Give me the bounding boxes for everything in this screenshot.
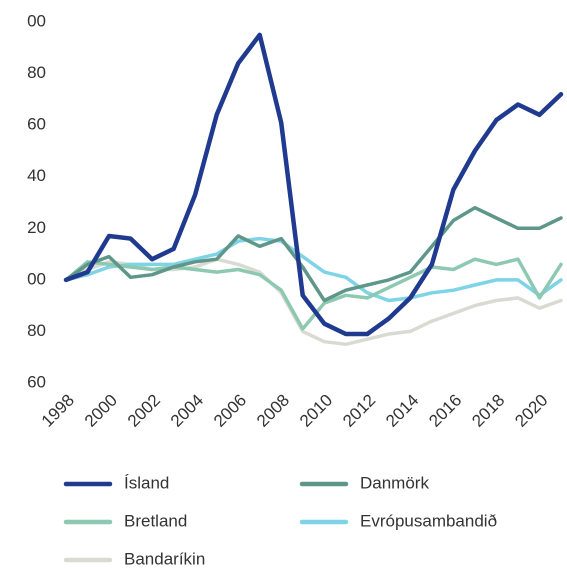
y-tick-label: 20 — [27, 218, 46, 237]
series-line — [64, 257, 563, 331]
x-tick-label: 2020 — [511, 391, 551, 431]
y-tick-label: 00 — [27, 11, 46, 30]
x-tick-label: 2004 — [167, 391, 207, 431]
series-line — [64, 257, 563, 347]
series-line — [63, 32, 564, 337]
legend-label: Bandaríkin — [124, 549, 205, 568]
series-line — [64, 205, 563, 303]
x-tick-label: 2016 — [425, 391, 465, 431]
x-tick-label: 2014 — [382, 391, 422, 431]
x-tick-label: 2002 — [124, 391, 164, 431]
legend-label: Bretland — [124, 511, 187, 530]
x-tick-label: 2018 — [468, 391, 508, 431]
y-tick-label: 80 — [27, 321, 46, 340]
y-tick-label: 80 — [27, 63, 46, 82]
y-tick-label: 60 — [27, 372, 46, 391]
x-tick-label: 2012 — [339, 391, 379, 431]
y-tick-label: 60 — [27, 115, 46, 134]
legend-label: Danmörk — [360, 473, 429, 492]
x-tick-label: 2010 — [296, 391, 336, 431]
x-tick-label: 2000 — [81, 391, 121, 431]
y-tick-label: 00 — [27, 269, 46, 288]
y-tick-label: 40 — [27, 166, 46, 185]
legend-label: Ísland — [124, 473, 169, 492]
x-tick-label: 1998 — [38, 391, 78, 431]
legend-label: Evrópusambandið — [360, 511, 497, 530]
x-tick-label: 2006 — [210, 391, 250, 431]
x-tick-label: 2008 — [253, 391, 293, 431]
series-line — [64, 236, 563, 303]
